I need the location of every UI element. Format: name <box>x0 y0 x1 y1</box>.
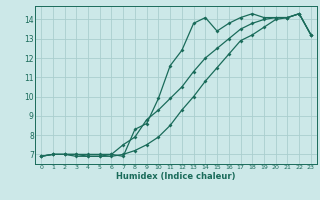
X-axis label: Humidex (Indice chaleur): Humidex (Indice chaleur) <box>116 172 236 181</box>
